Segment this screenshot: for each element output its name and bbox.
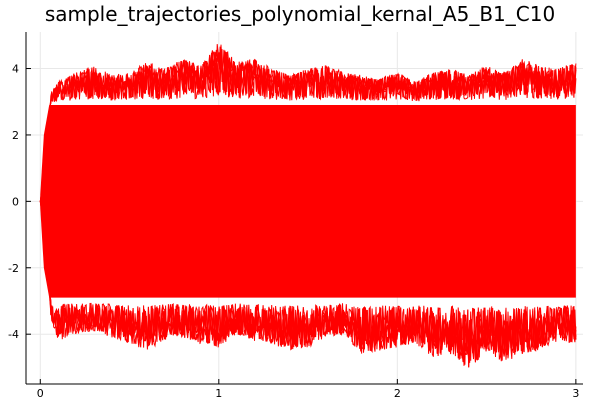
chart-title: sample_trajectories_polynomial_kernal_A5… (44, 2, 556, 26)
trajectory-traces (39, 44, 577, 368)
ticks: 0 1 2 3 -4 -2 0 2 4 (8, 63, 579, 400)
x-tick-label: 3 (572, 387, 579, 400)
trajectory-upper-trace (39, 44, 577, 202)
y-tick-label: -2 (8, 262, 19, 275)
trajectory-lower-trace (39, 201, 577, 363)
axes (25, 32, 583, 385)
trajectory-core (40, 105, 576, 298)
y-tick-label: 0 (12, 195, 19, 208)
y-tick-label: 2 (12, 129, 19, 142)
trajectory-band (40, 105, 576, 298)
x-tick-label: 2 (394, 387, 401, 400)
y-tick-label: -4 (8, 328, 19, 341)
x-tick-label: 1 (215, 387, 222, 400)
x-tick-label: 0 (37, 387, 44, 400)
y-tick-label: 4 (12, 63, 19, 76)
